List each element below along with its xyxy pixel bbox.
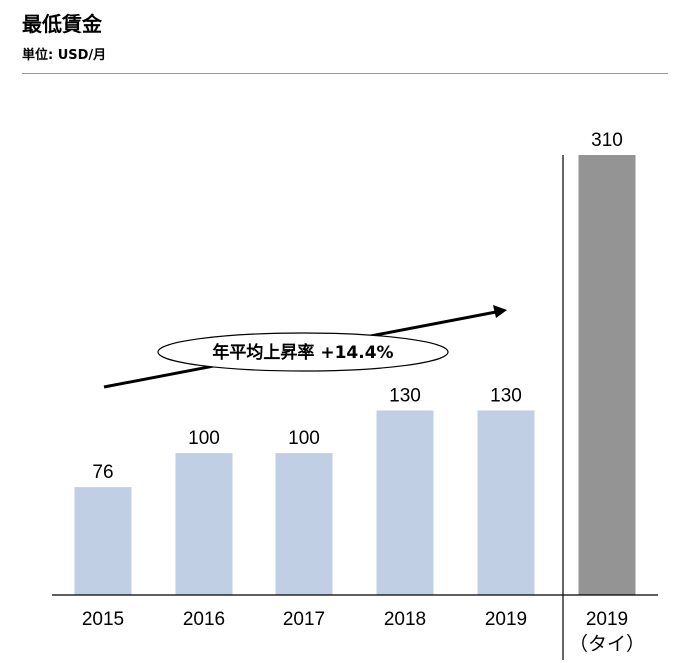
growth-rate-callout: [157, 332, 449, 372]
trend-arrow-head: [493, 305, 507, 318]
header-divider: [22, 73, 668, 74]
bar-4: [477, 410, 535, 595]
category-label-2: 2017: [283, 609, 325, 630]
bar-value-label-3: 130: [389, 385, 421, 406]
bar-2: [275, 453, 333, 595]
category-label-3: 2018: [384, 609, 426, 630]
category-label-0: 2015: [82, 609, 124, 630]
category-label-5: 2019: [586, 609, 628, 630]
chart-title: 最低賃金: [22, 12, 102, 36]
bar-value-label-0: 76: [92, 462, 113, 483]
category-label-4: 2019: [485, 609, 527, 630]
bar-value-label-4: 130: [490, 385, 522, 406]
bar-value-label-1: 100: [188, 428, 220, 449]
category-sublabel-5: （タイ）: [569, 633, 645, 655]
category-label-1: 2016: [183, 609, 225, 630]
bar-3: [376, 410, 434, 595]
bar-value-label-5: 310: [591, 130, 623, 151]
bar-1: [175, 453, 233, 595]
bar-5: [578, 155, 636, 595]
growth-rate-label: 年平均上昇率 +14.4%: [212, 342, 393, 363]
chart-unit: 単位: USD/月: [22, 48, 107, 63]
bar-0: [74, 487, 132, 595]
bar-value-label-2: 100: [288, 428, 320, 449]
